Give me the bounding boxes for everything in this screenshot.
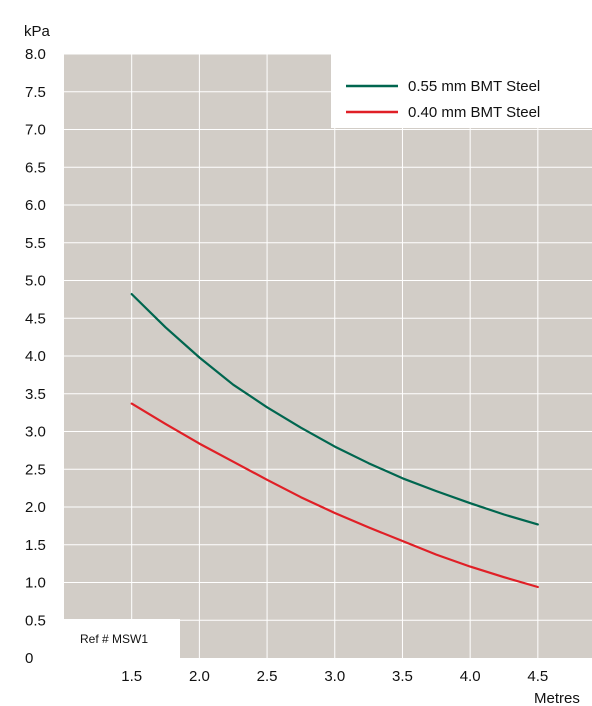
ref-text: Ref # MSW1 bbox=[80, 632, 148, 646]
y-tick-label-15: 7.5 bbox=[25, 84, 46, 101]
y-tick-label-3: 1.5 bbox=[25, 537, 46, 554]
y-tick-label-9: 4.5 bbox=[25, 310, 46, 327]
x-tick-label-2: 2.5 bbox=[257, 668, 278, 685]
ref-label: Ref # MSW1 bbox=[64, 619, 180, 658]
series-line-0 bbox=[130, 293, 539, 526]
x-tick-labels: 1.5 2.0 2.5 3.0 3.5 4.0 4.5 bbox=[121, 668, 548, 685]
y-tick-label-0: 0 bbox=[25, 650, 33, 667]
y-tick-label-10: 5.0 bbox=[25, 273, 46, 290]
y-tick-label-11: 5.5 bbox=[25, 235, 46, 252]
y-tick-label-12: 6.0 bbox=[25, 197, 46, 214]
y-axis-unit: kPa bbox=[24, 23, 51, 40]
y-tick-label-4: 2.0 bbox=[25, 499, 46, 516]
legend-box bbox=[331, 54, 592, 128]
y-tick-label-7: 3.5 bbox=[25, 386, 46, 403]
y-tick-label-13: 6.5 bbox=[25, 159, 46, 176]
ref-box bbox=[64, 619, 180, 658]
x-tick-label-5: 4.0 bbox=[460, 668, 481, 685]
x-tick-label-4: 3.5 bbox=[392, 668, 413, 685]
y-tick-label-2: 1.0 bbox=[25, 575, 46, 592]
x-axis-unit: Metres bbox=[534, 690, 580, 706]
y-tick-label-8: 4.0 bbox=[25, 348, 46, 365]
x-tick-label-6: 4.5 bbox=[527, 668, 548, 685]
grid bbox=[64, 53, 592, 658]
y-tick-label-14: 7.0 bbox=[25, 122, 46, 139]
y-tick-label-16: 8.0 bbox=[25, 46, 46, 63]
series-line-1 bbox=[130, 402, 539, 589]
legend-label-1: 0.40 mm BMT Steel bbox=[408, 104, 540, 121]
legend: 0.55 mm BMT Steel 0.40 mm BMT Steel bbox=[331, 54, 592, 128]
x-tick-label-3: 3.0 bbox=[324, 668, 345, 685]
x-tick-label-0: 1.5 bbox=[121, 668, 142, 685]
series-layer bbox=[130, 293, 539, 589]
y-tick-label-5: 2.5 bbox=[25, 461, 46, 478]
legend-label-0: 0.55 mm BMT Steel bbox=[408, 78, 540, 95]
y-tick-label-1: 0.5 bbox=[25, 612, 46, 629]
y-tick-label-6: 3.0 bbox=[25, 424, 46, 441]
y-tick-labels: 0 0.5 1.0 1.5 2.0 2.5 3.0 3.5 4.0 4.5 5.0 5.5 6.0 6.5… bbox=[25, 46, 46, 667]
x-tick-label-1: 2.0 bbox=[189, 668, 210, 685]
